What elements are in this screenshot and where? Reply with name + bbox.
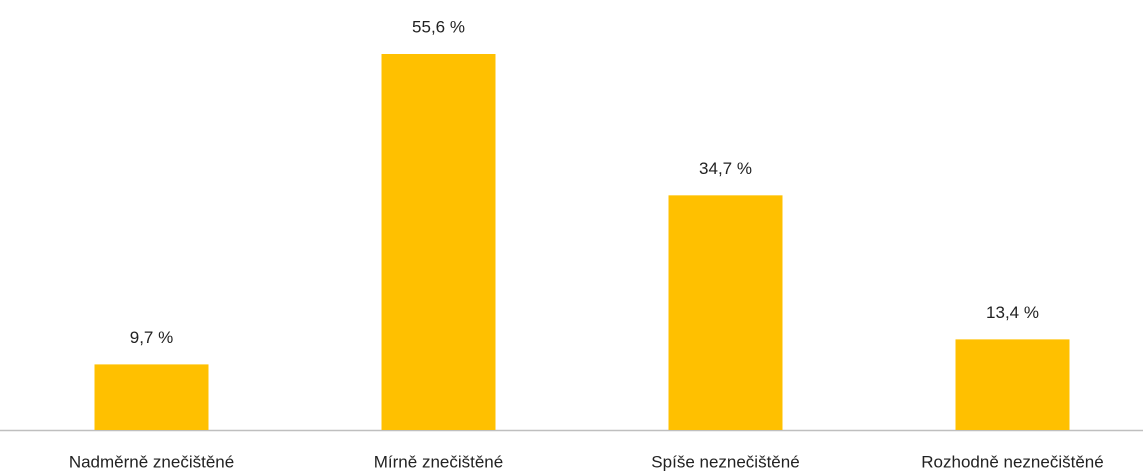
x-tick-label: Rozhodně neznečištěné bbox=[921, 452, 1103, 471]
bar bbox=[668, 195, 783, 430]
x-tick-label: Nadměrně znečištěné bbox=[69, 452, 234, 471]
x-tick-label: Mírně znečištěné bbox=[374, 452, 503, 471]
data-label: 55,6 % bbox=[412, 17, 465, 36]
bar bbox=[94, 364, 209, 430]
x-tick-label: Spíše neznečištěné bbox=[651, 452, 799, 471]
data-label: 9,7 % bbox=[130, 328, 173, 347]
data-label: 13,4 % bbox=[986, 303, 1039, 322]
bar bbox=[955, 339, 1070, 430]
bar bbox=[381, 54, 496, 430]
data-label: 34,7 % bbox=[699, 159, 752, 178]
